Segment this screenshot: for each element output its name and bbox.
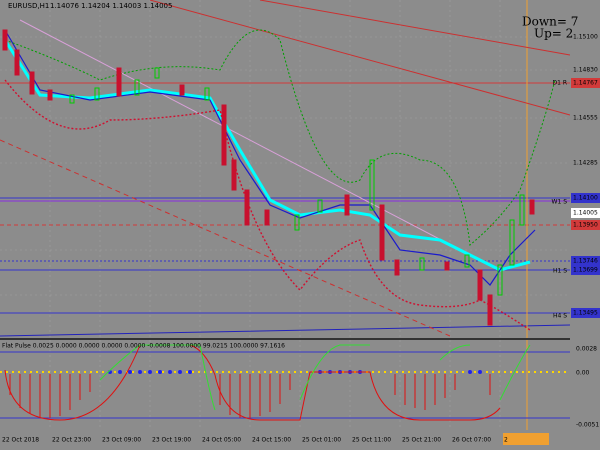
time-label: 23 Oct 19:00 xyxy=(152,437,191,444)
time-label: 25 Oct 11:00 xyxy=(352,437,391,444)
price-box xyxy=(571,265,600,275)
flat-pulse-panel xyxy=(0,344,570,421)
time-label: 24 Oct 15:00 xyxy=(252,437,291,444)
price-box xyxy=(571,193,600,203)
level-label: D1 R xyxy=(552,80,567,87)
time-label: 2 xyxy=(504,437,508,444)
level-label: H1 S xyxy=(553,268,567,275)
time-label: 23 Oct 09:00 xyxy=(102,437,141,444)
indicator-zero: 0.00 xyxy=(576,370,590,377)
price-label: 1.13699 xyxy=(573,267,598,274)
panel-separator xyxy=(0,338,570,340)
level-label: H4 S xyxy=(553,313,567,320)
indicator-title: Flat Pulse 0.0025 0.0000 0.0000 0.0000 0… xyxy=(2,343,285,350)
up-count: Up= 2 xyxy=(534,27,573,41)
price-box xyxy=(571,220,600,230)
price-label: 1.14830 xyxy=(573,67,598,74)
quotes: 1.14076 1.14204 1.14003 1.14005 xyxy=(50,2,172,10)
price-box xyxy=(571,256,600,266)
price-label: 1.14767 xyxy=(573,80,598,87)
indicator-min: -0.0051 xyxy=(576,422,599,429)
price-label: 1.15100 xyxy=(573,34,598,41)
price-label: 1.13950 xyxy=(573,222,598,229)
time-label: 25 Oct 01:00 xyxy=(302,437,341,444)
time-axis xyxy=(0,430,600,450)
price-box xyxy=(571,208,600,218)
level-label: W1 S xyxy=(552,199,568,206)
time-label: 22 Oct 2018 xyxy=(2,437,39,444)
time-label: 26 Oct 07:00 xyxy=(452,437,491,444)
price-label: 1.14555 xyxy=(573,115,598,122)
price-label: 1.13746 xyxy=(573,258,598,265)
symbol: EURUSD,H1 xyxy=(8,2,49,10)
time-cursor xyxy=(503,433,549,445)
price-label: 1.14005 xyxy=(573,210,598,217)
down-count: Down= 7 xyxy=(522,15,578,29)
indicator-max: 0.0028 xyxy=(576,346,597,353)
time-label: 24 Oct 05:00 xyxy=(202,437,241,444)
time-label: 22 Oct 23:00 xyxy=(52,437,91,444)
price-label: 1.14285 xyxy=(573,160,598,167)
price-label: 1.14100 xyxy=(573,195,598,202)
price-box xyxy=(571,308,600,318)
time-label: 25 Oct 21:00 xyxy=(402,437,441,444)
price-box xyxy=(571,78,600,88)
price-label: 1.13495 xyxy=(573,310,598,317)
candles xyxy=(2,29,535,326)
